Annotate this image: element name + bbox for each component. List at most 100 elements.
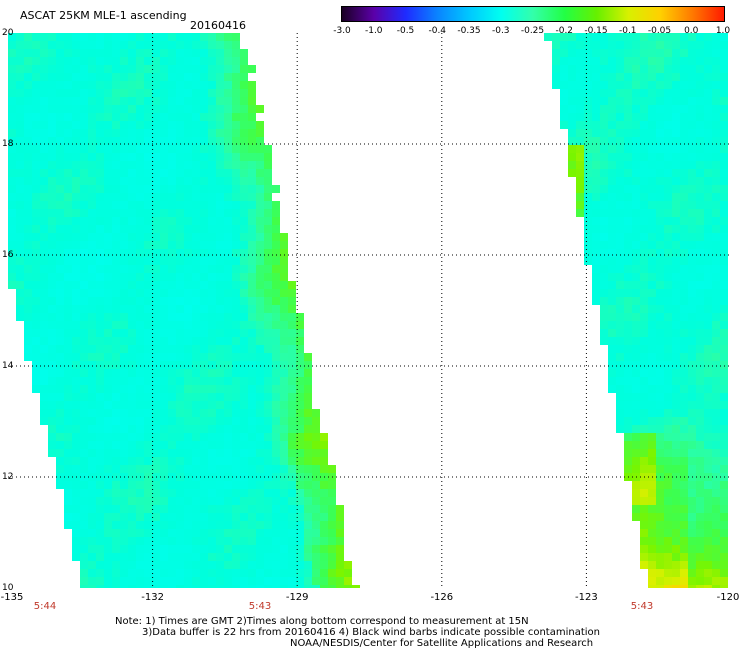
swath-cell [136,441,144,449]
swath-cell [688,193,696,201]
swath-cell [680,505,688,513]
swath-cell [168,241,176,249]
swath-cell [64,193,72,201]
swath-cell [40,153,48,161]
swath-cell [640,185,648,193]
swath-cell [136,121,144,129]
swath-cell [592,65,600,73]
swath-cell [112,553,120,561]
swath-cell [64,81,72,89]
swath-cell [288,369,296,377]
swath-cell [296,553,304,561]
swath-cell [128,529,136,537]
swath-cell [104,289,112,297]
swath-cell [216,73,224,81]
swath-cell [656,41,664,49]
swath-cell [616,257,624,265]
swath-cell [248,121,256,129]
swath-cell [104,41,112,49]
swath-cell [712,65,720,73]
swath-cell [200,161,208,169]
swath-cell [600,169,608,177]
swath-cell [296,449,304,457]
swath-cell [120,553,128,561]
swath-cell [672,545,680,553]
swath-cell [248,145,256,153]
swath-cell [656,217,664,225]
swath-cell [264,257,272,265]
swath-cell [672,145,680,153]
swath-cell [304,393,312,401]
swath-cell [696,585,704,588]
swath-cell [96,161,104,169]
swath-cell [216,65,224,73]
swath-cell [192,489,200,497]
swath-cell [48,65,56,73]
swath-cell [648,89,656,97]
swath-cell [152,433,160,441]
swath-cell [240,81,248,89]
swath-cell [88,185,96,193]
swath-cell [592,209,600,217]
swath-cell [656,73,664,81]
swath-cell [672,241,680,249]
swath-cell [56,73,64,81]
swath-cell [152,417,160,425]
swath-cell [96,217,104,225]
swath-cell [616,185,624,193]
swath-cell [200,153,208,161]
swath-cell [600,33,608,41]
swath-cell [208,321,216,329]
swath-cell [680,441,688,449]
swath-cell [192,241,200,249]
swath-cell [72,377,80,385]
swath-cell [200,97,208,105]
swath-cell [128,121,136,129]
swath-cell [152,201,160,209]
swath-cell [648,145,656,153]
swath-cell [88,409,96,417]
swath-cell [96,249,104,257]
swath-cell [688,337,696,345]
swath-cell [216,457,224,465]
swath-cell [672,529,680,537]
swath-cell [696,361,704,369]
swath-cell [120,145,128,153]
swath-cell [168,545,176,553]
swath-cell [24,273,32,281]
swath-cell [88,457,96,465]
swath-cell [608,273,616,281]
swath-cell [88,225,96,233]
swath-cell [144,569,152,577]
swath-cell [96,385,104,393]
swath-cell [680,193,688,201]
swath-cell [184,537,192,545]
swath-cell [680,409,688,417]
swath-cell [616,193,624,201]
swath-cell [112,113,120,121]
swath-cell [112,433,120,441]
swath-cell [32,329,40,337]
swath-cell [72,33,80,41]
swath-cell [256,585,264,588]
colorbar-tick-label: -0.5 [396,26,415,36]
swath-cell [248,193,256,201]
swath-cell [136,409,144,417]
swath-cell [136,329,144,337]
swath-cell [696,529,704,537]
swath-cell [104,433,112,441]
swath-cell [616,153,624,161]
swath-cell [624,417,632,425]
swath-cell [152,73,160,81]
swath-cell [200,441,208,449]
swath-cell [8,233,16,241]
swath-cell [144,33,152,41]
swath-cell [40,401,48,409]
swath-cell [88,441,96,449]
swath-cell [136,57,144,65]
swath-cell [592,297,600,305]
swath-cell [136,433,144,441]
swath-cell [64,441,72,449]
swath-cell [656,345,664,353]
swath-cell [40,129,48,137]
